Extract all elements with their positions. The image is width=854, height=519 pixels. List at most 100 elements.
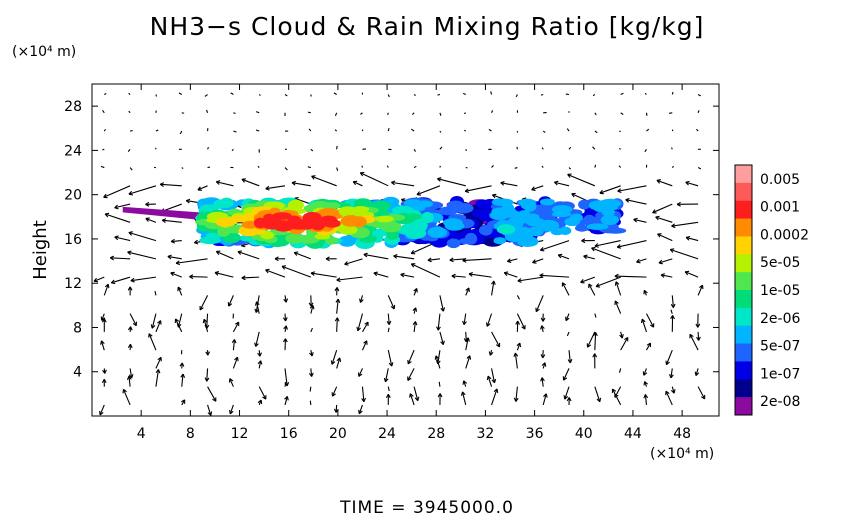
wind-vector xyxy=(145,217,157,223)
wind-vector xyxy=(488,350,494,356)
wind-vector xyxy=(357,368,363,377)
cloud-cell xyxy=(600,214,619,226)
wind-vector xyxy=(643,289,648,296)
wind-vector xyxy=(437,177,466,187)
wind-vector xyxy=(155,320,162,333)
wind-vector xyxy=(646,128,650,132)
colorbar-label: 2e-06 xyxy=(760,311,800,327)
colorbar-label: 1e-07 xyxy=(760,366,800,382)
cloud-cell xyxy=(569,213,583,222)
wind-vector xyxy=(361,321,369,333)
wind-vector xyxy=(361,386,366,403)
wind-vector xyxy=(204,313,210,329)
wind-vector xyxy=(685,235,699,242)
cloud-cell xyxy=(338,206,357,216)
wind-vector xyxy=(309,304,315,314)
wind-vector xyxy=(500,180,518,187)
wind-vector xyxy=(468,272,492,278)
wind-vector xyxy=(491,280,496,296)
wind-vector xyxy=(669,248,699,260)
wind-vector xyxy=(215,250,234,260)
wind-vector xyxy=(373,271,389,278)
wind-vector xyxy=(284,94,288,97)
wind-vector xyxy=(540,350,546,359)
wind-vector xyxy=(387,112,389,116)
y-axis: 4 8 12 16 20 24 28 xyxy=(64,99,719,381)
cloud-cell xyxy=(551,211,572,218)
wind-vector xyxy=(642,368,648,376)
wind-vector xyxy=(309,386,312,392)
cloud-cell xyxy=(199,236,221,245)
wind-vector xyxy=(283,295,289,303)
cloud-cell xyxy=(446,238,461,249)
wind-vector xyxy=(101,378,107,387)
colorbar-swatch xyxy=(735,272,752,291)
wind-vector xyxy=(233,130,237,133)
wind-vector xyxy=(513,352,519,369)
wind-vector xyxy=(129,167,133,171)
wind-vector xyxy=(127,286,133,296)
wind-vector xyxy=(333,404,339,413)
wind-vector xyxy=(413,165,417,169)
wind-vector xyxy=(257,350,262,357)
cloud-cell xyxy=(391,205,414,216)
wind-vector xyxy=(387,295,396,310)
wind-vector xyxy=(618,368,622,373)
cloud-cell xyxy=(559,226,572,235)
wind-vector xyxy=(540,377,545,387)
wind-vector xyxy=(330,349,338,365)
wind-vector xyxy=(438,381,441,387)
wind-vector xyxy=(658,258,673,265)
wind-vector xyxy=(189,274,208,280)
wind-vector xyxy=(228,378,234,387)
wind-vector xyxy=(465,149,467,152)
wind-vector xyxy=(214,271,234,278)
cloud-cell xyxy=(322,202,341,210)
wind-vector xyxy=(644,149,647,153)
wind-vector xyxy=(284,368,290,387)
wind-vector xyxy=(588,283,596,296)
cloud-cell xyxy=(403,199,423,208)
x-tick-label: 48 xyxy=(673,426,691,442)
wind-vector xyxy=(207,404,213,416)
cloud-cell xyxy=(535,207,555,216)
wind-vector xyxy=(449,257,466,263)
cloud-cell xyxy=(459,238,473,245)
wind-vector xyxy=(333,92,337,95)
wind-vector xyxy=(258,386,267,400)
cloud-cell xyxy=(421,211,434,224)
wind-vector xyxy=(352,180,363,187)
colorbar-swatch xyxy=(735,307,752,327)
wind-vector xyxy=(513,386,519,402)
wind-vector xyxy=(617,185,647,194)
wind-vector xyxy=(670,309,673,314)
wind-vector xyxy=(387,94,390,98)
wind-vector xyxy=(542,130,546,133)
wind-vector xyxy=(594,112,597,116)
cloud-cell xyxy=(446,200,465,212)
wind-vector xyxy=(568,167,572,170)
wind-vector xyxy=(127,343,133,351)
wind-vector xyxy=(554,180,570,187)
wind-vector xyxy=(566,331,570,337)
wind-vector xyxy=(129,313,137,327)
wind-vector xyxy=(179,130,183,135)
wind-vector xyxy=(462,380,468,387)
wind-vector xyxy=(122,388,131,406)
wind-vector xyxy=(114,203,131,210)
colorbar-swatch xyxy=(735,254,752,273)
cloud-cell xyxy=(478,224,493,236)
cloud-cell xyxy=(288,222,310,230)
wind-vector xyxy=(310,327,313,333)
wind-vector xyxy=(439,112,442,116)
wind-vector xyxy=(435,350,441,365)
wind-vector xyxy=(232,321,240,333)
y-tick-label: 12 xyxy=(64,276,82,292)
y-tick-label: 4 xyxy=(73,365,82,381)
wind-vector xyxy=(102,110,105,114)
plot-frame xyxy=(91,83,720,417)
wind-vector xyxy=(644,92,647,95)
cloud-cell xyxy=(400,213,422,221)
wind-vector xyxy=(660,273,673,278)
wind-vector xyxy=(643,394,649,405)
